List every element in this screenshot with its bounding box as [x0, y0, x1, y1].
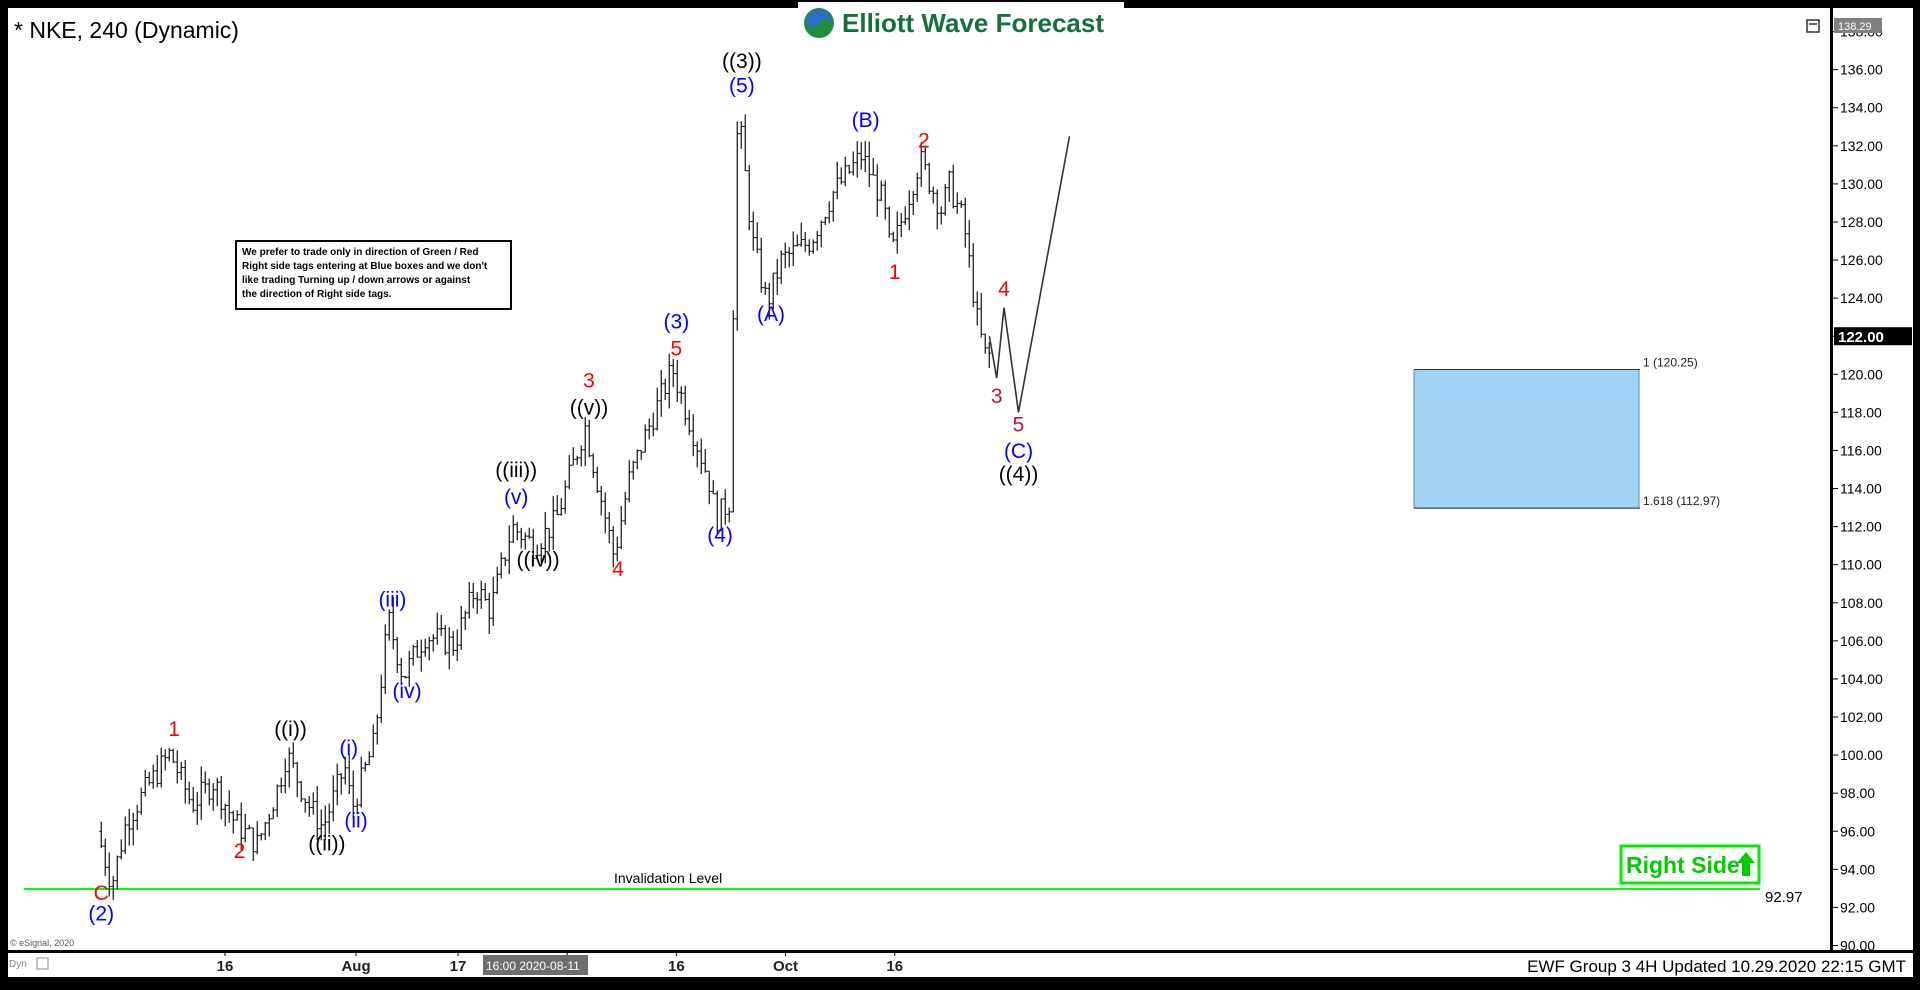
note-box-border — [235, 240, 512, 310]
wave-label: ((iii)) — [495, 459, 537, 482]
right-side-label: Right Side — [1626, 852, 1740, 878]
y-tick-label: 98.00 — [1840, 785, 1875, 801]
symbol-title: * NKE, 240 (Dynamic) — [14, 17, 239, 43]
y-tick-label: 112.00 — [1840, 519, 1882, 535]
logo-swoosh-icon — [806, 10, 832, 28]
x-tick-label: Oct — [773, 958, 798, 975]
wave-label: C — [94, 882, 109, 905]
wave-label: 3 — [583, 370, 595, 393]
blue-box-bottom-label: 1.618 (112.97) — [1643, 494, 1720, 508]
y-tick-label: 96.00 — [1840, 823, 1875, 839]
y-tick-label: 116.00 — [1840, 442, 1882, 458]
y-tick-label: 102.00 — [1840, 709, 1883, 725]
esignal-credit: © eSignal, 2020 — [10, 938, 74, 948]
invalidation-label: Invalidation Level — [614, 870, 722, 886]
wave-label: ((v)) — [570, 396, 608, 419]
wave-label: (C) — [1004, 440, 1033, 463]
logo-text: Elliott Wave Forecast — [842, 8, 1104, 38]
price-box-label-bg — [1834, 18, 1882, 33]
wave-label: 1 — [168, 718, 180, 741]
wave-label: (iv) — [392, 680, 421, 703]
dyn-label: Dyn — [9, 959, 27, 970]
wave-label: 3 — [991, 385, 1003, 408]
wave-label: (2) — [88, 903, 114, 926]
y-tick-label: 120.00 — [1840, 366, 1883, 382]
wave-label: 2 — [918, 130, 930, 153]
cursor-date-box — [483, 955, 588, 975]
note-line-3: like trading Turning up / down arrows or… — [242, 275, 471, 286]
y-tick-label: 126.00 — [1840, 252, 1883, 268]
wave-label: 5 — [1013, 413, 1025, 436]
calendar-icon[interactable] — [36, 957, 49, 970]
invalidation-value: 92.97 — [1765, 889, 1803, 906]
window-button[interactable] — [1806, 19, 1820, 33]
wave-label: (v) — [504, 486, 529, 509]
y-tick-label: 130.00 — [1840, 176, 1883, 192]
note-line-4: the direction of Right side tags. — [242, 289, 392, 300]
right-side-border — [1619, 844, 1761, 885]
y-tick-label: 134.00 — [1840, 100, 1883, 116]
y-tick-label: 92.00 — [1840, 899, 1875, 915]
window-button-icon[interactable] — [1806, 19, 1820, 33]
wave-label: (B) — [852, 109, 880, 132]
current-price-tag — [1834, 327, 1912, 346]
x-tick-label: 16 — [886, 958, 903, 975]
time-axis-area[interactable] — [8, 953, 1913, 977]
y-tick-label: 106.00 — [1840, 633, 1883, 649]
y-tick-label: 132.00 — [1840, 138, 1883, 154]
cursor-date-text: 16:00 2020-08-11 — [486, 959, 580, 973]
current-price-label: 122.00 — [1838, 329, 1884, 346]
wave-label: (ii) — [344, 809, 367, 832]
x-tick-label: 17 — [450, 958, 467, 975]
wave-label: 1 — [889, 261, 901, 284]
wave-label: (5) — [729, 75, 755, 98]
arrow-up-icon — [1737, 852, 1755, 876]
y-tick-label: 114.00 — [1840, 481, 1882, 497]
y-tick-label: 104.00 — [1840, 671, 1883, 687]
x-tick-label: 16 — [217, 958, 234, 975]
wave-label: (A) — [757, 303, 785, 326]
note-box: We prefer to trade only in direction of … — [235, 240, 512, 310]
blue-box — [1413, 369, 1640, 509]
wave-label: ((iv)) — [516, 549, 559, 572]
y-tick-label: 136.00 — [1840, 62, 1883, 78]
y-tick-label: 94.00 — [1840, 861, 1875, 877]
note-line-1: We prefer to trade only in direction of … — [242, 247, 479, 258]
price-box-label-text: 138.29 — [1838, 21, 1872, 33]
right-side-badge: Right Side — [1619, 844, 1761, 885]
y-tick-label: 128.00 — [1840, 214, 1883, 230]
projection-path — [988, 136, 1071, 413]
updated-text: EWF Group 3 4H Updated 10.29.2020 22:15 … — [1527, 957, 1906, 976]
x-tick-label: Aug — [341, 958, 370, 975]
y-tick-label: 118.00 — [1840, 404, 1882, 420]
wave-label: 2 — [234, 840, 246, 863]
wave-label: 4 — [612, 558, 624, 581]
wave-label: ((3)) — [722, 50, 762, 73]
note-line-2: Right side tags entering at Blue boxes a… — [242, 261, 488, 272]
wave-label: (3) — [664, 311, 690, 334]
logo: Elliott Wave Forecast — [798, 2, 1124, 46]
wave-label: 4 — [998, 278, 1010, 301]
wave-label: ((ii)) — [308, 832, 345, 855]
x-tick-label: 16 — [668, 958, 685, 975]
wave-label: ((i)) — [274, 718, 307, 741]
y-tick-label: 90.00 — [1840, 938, 1875, 954]
wave-label: (iii) — [378, 589, 406, 612]
y-tick-label: 110.00 — [1840, 557, 1882, 573]
y-tick-label: 124.00 — [1840, 290, 1883, 306]
logo-background — [798, 2, 1124, 46]
wave-label: ((4)) — [999, 463, 1039, 486]
y-tick-label: 108.00 — [1840, 595, 1883, 611]
blue-box-top-label: 1 (120.25) — [1643, 356, 1698, 370]
wave-label: (4) — [707, 524, 733, 547]
wave-label: (i) — [339, 737, 358, 760]
price-axis-area[interactable] — [1833, 8, 1913, 950]
y-tick-label: 100.00 — [1840, 747, 1883, 763]
price-box-label: 138.29 — [1834, 18, 1882, 33]
wave-label: 5 — [671, 337, 683, 360]
